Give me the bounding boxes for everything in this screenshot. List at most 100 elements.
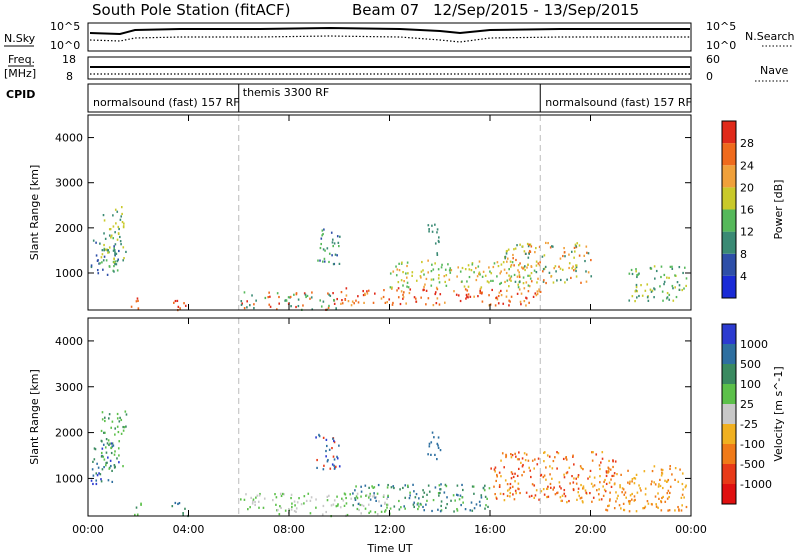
data-cell bbox=[609, 491, 611, 494]
data-cell bbox=[384, 509, 387, 512]
data-cell bbox=[545, 478, 547, 481]
data-cell bbox=[527, 459, 530, 462]
data-cell bbox=[554, 456, 556, 459]
data-cell bbox=[243, 498, 246, 501]
data-cell bbox=[393, 486, 395, 490]
data-cell bbox=[461, 483, 463, 487]
data-cell bbox=[478, 500, 481, 503]
data-cell bbox=[380, 504, 383, 507]
data-cell bbox=[109, 442, 111, 445]
data-cell bbox=[663, 283, 665, 286]
data-cell bbox=[558, 265, 560, 268]
data-cell bbox=[420, 296, 422, 299]
data-cell bbox=[364, 293, 366, 297]
data-cell bbox=[438, 281, 441, 284]
data-cell bbox=[276, 292, 279, 295]
data-cell bbox=[106, 461, 108, 464]
data-cell bbox=[422, 505, 424, 509]
data-cell bbox=[530, 494, 533, 498]
data-cell bbox=[506, 257, 509, 260]
data-cell bbox=[368, 494, 371, 498]
data-cell bbox=[498, 485, 501, 489]
data-cell bbox=[572, 455, 574, 458]
data-cell bbox=[470, 501, 473, 504]
data-cell bbox=[324, 249, 326, 252]
data-cell bbox=[247, 508, 249, 511]
data-cell bbox=[533, 496, 536, 499]
data-cell bbox=[556, 467, 558, 470]
data-cell bbox=[402, 284, 404, 287]
data-cell bbox=[472, 485, 475, 488]
data-cell bbox=[580, 496, 583, 499]
data-cell bbox=[563, 488, 566, 492]
data-cell bbox=[660, 265, 663, 268]
data-cell bbox=[102, 443, 105, 446]
data-cell bbox=[441, 263, 443, 266]
data-cell bbox=[534, 458, 536, 461]
data-cell bbox=[107, 479, 110, 482]
data-cell bbox=[96, 474, 99, 477]
data-cell bbox=[564, 495, 567, 498]
data-cell bbox=[643, 470, 646, 473]
data-cell bbox=[111, 445, 113, 448]
cpid-label: CPID bbox=[6, 88, 35, 101]
data-cell bbox=[469, 509, 472, 512]
data-cell bbox=[663, 273, 666, 277]
data-cell bbox=[459, 494, 462, 497]
data-cell bbox=[338, 444, 340, 447]
data-cell bbox=[558, 485, 561, 488]
data-cell bbox=[92, 460, 94, 463]
data-cell bbox=[620, 473, 622, 476]
data-cell bbox=[383, 494, 385, 497]
data-cell bbox=[510, 471, 513, 474]
data-cell bbox=[628, 510, 631, 513]
data-cell bbox=[345, 287, 348, 290]
data-cell bbox=[519, 491, 521, 495]
data-cell bbox=[179, 307, 181, 310]
data-cell bbox=[174, 501, 177, 505]
data-cell bbox=[438, 484, 441, 487]
data-cell bbox=[599, 481, 601, 484]
data-cell bbox=[425, 277, 428, 281]
data-cell bbox=[92, 482, 94, 486]
data-cell bbox=[93, 447, 96, 450]
data-cell bbox=[543, 451, 546, 454]
data-cell bbox=[616, 497, 618, 500]
data-cell bbox=[386, 301, 389, 304]
data-cell bbox=[666, 492, 669, 495]
data-cell bbox=[392, 485, 395, 488]
data-cell bbox=[592, 485, 594, 488]
data-cell bbox=[491, 288, 493, 292]
data-cell bbox=[681, 482, 684, 486]
data-cell bbox=[631, 477, 634, 481]
noise-panel bbox=[87, 22, 692, 52]
data-cell bbox=[529, 277, 532, 280]
data-cell bbox=[508, 488, 511, 491]
data-cell bbox=[660, 275, 662, 279]
data-cell bbox=[592, 496, 595, 499]
data-cell bbox=[110, 236, 112, 239]
data-cell bbox=[112, 225, 115, 228]
data-cell bbox=[559, 257, 562, 260]
data-cell bbox=[555, 270, 557, 273]
data-cell bbox=[518, 280, 521, 283]
data-cell bbox=[469, 295, 472, 298]
data-cell bbox=[631, 492, 633, 496]
data-cell bbox=[332, 263, 335, 266]
data-cell bbox=[331, 446, 333, 450]
data-cell bbox=[423, 491, 426, 494]
data-cell bbox=[668, 495, 670, 499]
data-cell bbox=[289, 295, 292, 299]
data-cell bbox=[512, 475, 515, 479]
data-cell bbox=[115, 263, 118, 266]
data-cell bbox=[541, 255, 544, 258]
data-cell bbox=[362, 289, 365, 293]
data-cell bbox=[284, 509, 287, 512]
data-cell bbox=[355, 485, 357, 488]
data-cell bbox=[601, 451, 604, 454]
data-cell bbox=[96, 462, 98, 465]
data-cell bbox=[278, 302, 281, 305]
data-cell bbox=[678, 284, 681, 287]
data-cell bbox=[357, 502, 360, 506]
data-cell bbox=[113, 247, 115, 250]
